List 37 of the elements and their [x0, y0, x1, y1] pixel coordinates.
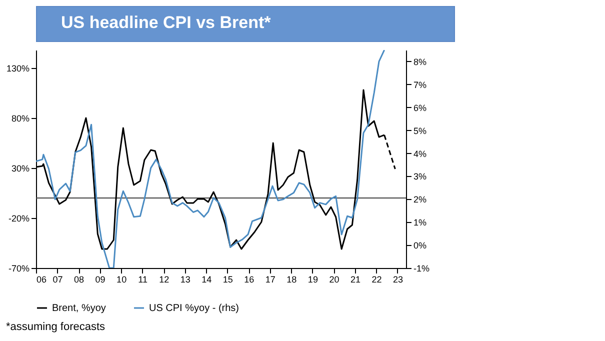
- x-tick-label: 16: [244, 274, 254, 284]
- y-tick-label: -70%: [8, 264, 30, 274]
- x-tick-label: 13: [180, 274, 190, 284]
- y2-tick-label: 0%: [414, 240, 427, 251]
- y2-tick-label: 1%: [414, 218, 427, 228]
- x-tick-label: 08: [74, 274, 84, 284]
- y-tick-label: 30%: [11, 164, 30, 174]
- y2-tick-label: 4%: [414, 148, 427, 159]
- x-tick-label: 09: [95, 274, 106, 284]
- x-tick-label: 07: [52, 274, 63, 284]
- x-tick-label: 18: [286, 274, 297, 284]
- x-tick-label: 11: [138, 274, 148, 284]
- y2-tick-label: 6%: [414, 102, 427, 113]
- y-tick-label: 80%: [11, 114, 30, 124]
- x-tick-label: 19: [308, 274, 318, 284]
- x-tick-label: 10: [116, 274, 127, 284]
- chart-title: US headline CPI vs Brent*: [61, 13, 272, 32]
- x-tick-label: 22: [372, 274, 382, 284]
- text: *assuming forecasts: [6, 321, 106, 333]
- y2-tick-label: 2%: [414, 194, 427, 205]
- y-tick-label: -20%: [8, 214, 30, 224]
- x-tick-label: 17: [265, 274, 276, 284]
- x-tick-label: 12: [159, 274, 170, 284]
- x-tick-label: 20: [329, 274, 340, 284]
- legend-label: Brent, %yoy: [52, 303, 106, 314]
- x-tick-label: 21: [350, 274, 360, 284]
- y2-tick-label: 8%: [414, 56, 427, 67]
- x-tick-label: 14: [202, 274, 212, 284]
- x-tick-label: 15: [222, 274, 233, 284]
- x-tick-label: 06: [36, 274, 47, 284]
- y2-tick-label: 7%: [414, 80, 427, 90]
- x-tick-label: 23: [392, 274, 403, 284]
- y2-tick-label: 5%: [414, 126, 427, 136]
- y2-tick-label: 3%: [414, 172, 427, 182]
- y-tick-label: 130%: [6, 64, 30, 74]
- y2-tick-label: -1%: [414, 264, 430, 274]
- legend-label: US CPI %yoy - (rhs): [149, 303, 240, 314]
